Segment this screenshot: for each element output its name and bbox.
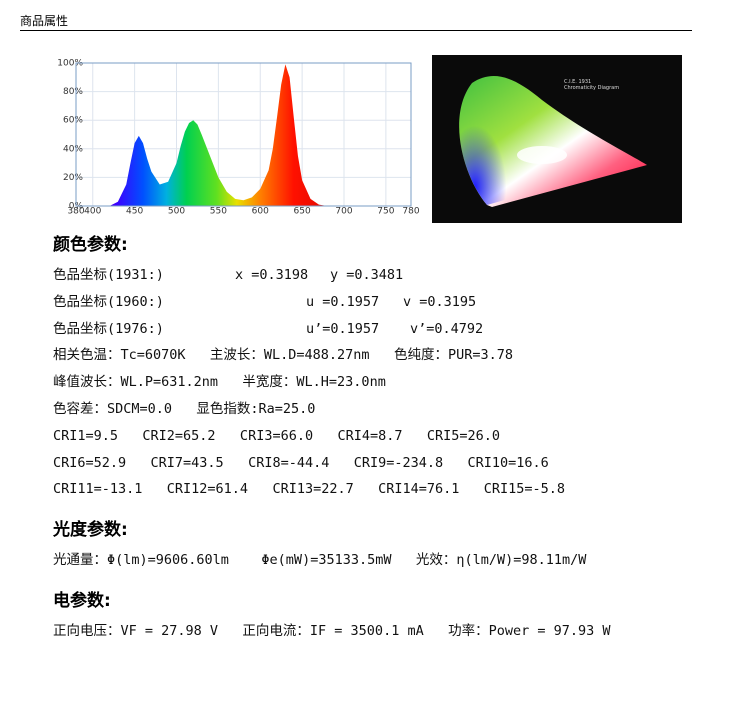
x-tick-label: 700 <box>335 207 352 217</box>
param-text: 色品坐标(1976:) <box>53 320 164 337</box>
param-row: CRI11=-13.1 CRI12=61.4 CRI13=22.7 CRI14=… <box>53 476 713 503</box>
param-text: 色品坐标(1960:) <box>53 293 164 310</box>
param-row: 正向电压：VF = 27.98 V 正向电流：IF = 3500.1 mA 功率… <box>53 618 713 645</box>
x-tick-label: 650 <box>294 207 311 217</box>
param-text: 光通量：Φ(lm)=9606.60lm Φe(mW)=35133.5mW 光效：… <box>53 552 587 569</box>
x-tick-label: 500 <box>168 207 185 217</box>
section-gap <box>53 503 713 511</box>
y-tick-label: 80% <box>63 87 83 97</box>
param-text: y =0.3481 <box>330 267 404 283</box>
cie-white <box>517 146 567 164</box>
cie-title: C.I.E. 1931 <box>564 79 591 85</box>
header-rule <box>20 30 692 31</box>
section-title: 光度参数: <box>53 520 128 541</box>
param-text: 色品坐标(1931:) <box>53 267 164 283</box>
param-row: 色品坐标(1960:) u =0.1957 v =0.3195 <box>53 289 713 316</box>
x-tick-label: 600 <box>252 207 269 217</box>
y-tick-label: 20% <box>63 173 83 183</box>
x-tick-label: 750 <box>377 207 394 217</box>
param-text: u =0.1957 <box>306 293 380 310</box>
spectrum-chart: 0%20%40%60%80%100%380 400 450 500 550 600 650 7… <box>57 59 420 217</box>
param-row: 光通量：Φ(lm)=9606.60lm Φe(mW)=35133.5mW 光效：… <box>53 547 713 574</box>
y-tick-label: 60% <box>63 116 83 126</box>
x-tick-label: 550 <box>210 207 227 217</box>
section-gap <box>53 574 713 582</box>
param-text: u’=0.1957 <box>306 320 380 337</box>
cie-blue <box>459 83 522 205</box>
param-text: CRI6=52.9 CRI7=43.5 CRI8=-44.4 CRI9=-234… <box>53 454 549 471</box>
param-text: v =0.3195 <box>403 293 477 310</box>
param-text: 相关色温：Tc=6070K 主波长：WL.D=488.27nm 色纯度：PUR=… <box>53 347 513 364</box>
x-tick-label: 780 <box>402 207 419 217</box>
param-text: 正向电压：VF = 27.98 V 正向电流：IF = 3500.1 mA 功率… <box>53 622 611 639</box>
plot-border <box>75 62 412 207</box>
param-row: 色容差：SDCM=0.0 显色指数:Ra=25.0 <box>53 396 713 423</box>
param-text: CRI11=-13.1 CRI12=61.4 CRI13=22.7 CRI14=… <box>53 481 566 498</box>
param-row: CRI1=9.5 CRI2=65.2 CRI3=66.0 CRI4=8.7 CR… <box>53 423 713 450</box>
param-text: CRI1=9.5 CRI2=65.2 CRI3=66.0 CRI4=8.7 CR… <box>53 427 501 444</box>
param-row: 相关色温：Tc=6070K 主波长：WL.D=488.27nm 色纯度：PUR=… <box>53 342 713 369</box>
section-title: 颜色参数: <box>53 235 128 255</box>
param-text: v’=0.4792 <box>410 320 484 337</box>
cie-subtitle: Chromaticity Diagram <box>564 85 619 91</box>
x-tick-label: 450 <box>126 207 143 217</box>
y-tick-label: 40% <box>63 144 83 154</box>
section-title: 电参数: <box>53 590 111 611</box>
sections: 颜色参数: 色品坐标(1931:) x =0.3198 y =0.3481 色品坐标(1… <box>53 226 713 645</box>
x-tick-label: 400 <box>84 207 101 217</box>
param-text: x =0.3198 <box>235 267 309 283</box>
param-row: 峰值波长：WL.P=631.2nm 半宽度：WL.H=23.0nm <box>53 369 713 396</box>
param-row: 色品坐标(1976:) u’=0.1957 v’=0.4792 <box>53 316 713 343</box>
x-tick-label: 380 <box>67 207 84 217</box>
param-row: 色品坐标(1931:) x =0.3198 y =0.3481 <box>53 262 713 289</box>
cie-diagram: C.I.E. 1931 Chromaticity Diagram <box>432 55 682 223</box>
y-tick-label: 100% <box>57 59 83 69</box>
param-row: CRI6=52.9 CRI7=43.5 CRI8=-44.4 CRI9=-234… <box>53 450 713 477</box>
header-title: 商品属性 <box>20 14 69 28</box>
param-text: 色容差：SDCM=0.0 显色指数:Ra=25.0 <box>53 400 316 417</box>
param-text: 峰值波长：WL.P=631.2nm 半宽度：WL.H=23.0nm <box>53 374 386 391</box>
